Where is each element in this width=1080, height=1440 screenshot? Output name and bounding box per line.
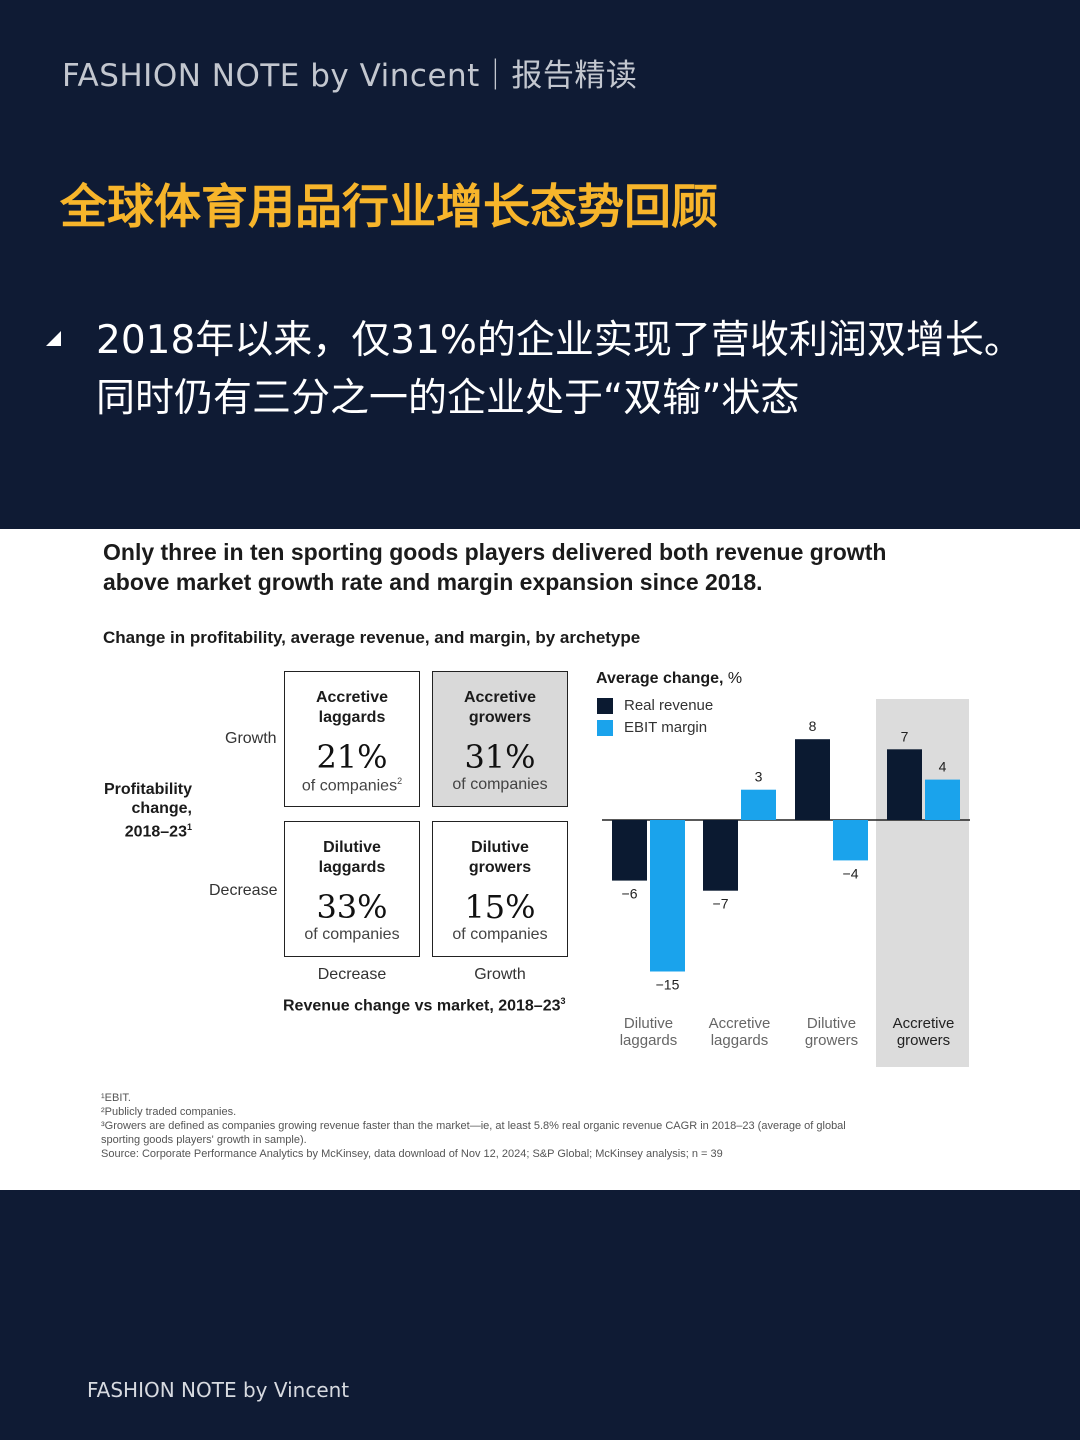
footnote-2: ²Publicly traded companies. [101,1106,237,1118]
quadrant-percent: 31% [464,738,536,776]
y-axis-title-line-2: change, [131,800,192,817]
data-label: 7 [901,728,909,744]
footnotes: ¹EBIT. ²Publicly traded companies. ³Grow… [101,1091,931,1161]
footnote-1: ¹EBIT. [101,1092,131,1104]
legend-title: Average change, % [596,670,742,688]
x-axis-title-text: Revenue change vs market, 2018–23 [283,997,561,1015]
y-axis-decrease-label: Decrease [209,882,278,899]
bar-ebit-margin-0 [650,820,685,972]
chart-subtitle: Change in profitability, average revenue… [103,628,641,647]
bar-real-revenue-1 [703,820,738,891]
quadrant-note: of companies [452,926,548,943]
data-label: 8 [809,718,817,734]
quadrant-percent: 33% [316,888,388,926]
x-axis-growth-label: Growth [474,966,526,983]
quadrant-name-line-1: Accretive [315,689,389,706]
quadrant-note: of companies2 [285,776,419,795]
quadrant-name-line-1: Dilutive [323,839,381,856]
category-label-line-1: Accretive [893,1015,955,1032]
legend-item-real-revenue: Real revenue [597,695,714,714]
x-axis-title-footnote-mark: 3 [560,996,566,1006]
data-label: −6 [622,886,638,902]
bar-chart: −6−787−153−44DilutivelaggardsAccretivela… [602,699,970,1067]
y-axis-title-years: 2018–23 [124,823,187,841]
bar-real-revenue-0 [612,820,647,881]
bullet-triangle-icon [46,331,61,346]
quadrant-name-line-2: growers [468,709,532,726]
y-axis-title-line-3: 2018–231 [100,818,192,841]
x-axis-title: Revenue change vs market, 2018–233 [283,996,566,1015]
category-label-line-1: Dilutive [624,1015,673,1032]
legend-swatch-ebit-margin [597,719,613,736]
bullet-line-1: 2018年以来，仅31%的企业实现了营收利润双增长。 [96,318,1023,363]
quadrant-name-line-1: Dilutive [471,839,529,856]
legend-item-ebit-margin: EBIT margin [597,717,708,736]
quadrant-dilutive-laggards: Dilutive laggards 33% of companies [284,821,420,957]
quadrant-name-line-2: laggards [318,709,386,726]
bar-ebit-margin-2 [833,820,868,861]
quadrant-note-text: of companies [301,777,398,795]
data-label: 4 [939,759,947,775]
quadrant-name-line-2: growers [468,859,532,876]
chart-headline-line-2: above market growth rate and margin expa… [103,569,763,595]
legend-label-real-revenue: Real revenue [624,697,714,714]
page-title: 全球体育用品行业增长态势回顾 [60,180,718,235]
header-brand: FASHION NOTE by Vincent｜报告精读 [62,58,638,94]
legend-swatch-real-revenue [597,697,613,714]
bullet-text: 2018年以来，仅31%的企业实现了营收利润双增长。 同时仍有三分之一的企业处于… [96,312,1056,428]
data-label: −4 [843,865,859,881]
data-label: −15 [656,977,680,993]
quadrant-name: Dilutive laggards [285,838,419,878]
quadrant-note-footnote-mark: 2 [397,776,403,786]
chart-headline-line-1: Only three in ten sporting goods players… [103,539,887,565]
y-axis-growth-label: Growth [225,730,277,747]
category-label-line-1: Accretive [709,1015,771,1032]
footnote-source: Source: Corporate Performance Analytics … [101,1148,723,1160]
legend-label-ebit-margin: EBIT margin [624,719,708,736]
quadrant-percent: 21% [316,738,388,776]
category-label-line-1: Dilutive [807,1015,856,1032]
category-label-line-2: growers [805,1032,858,1049]
chart-panel: Only three in ten sporting goods players… [0,529,1080,1190]
bar-real-revenue-2 [795,739,830,820]
bar-ebit-margin-3 [925,779,960,820]
quadrant-accretive-laggards: Accretive laggards 21% of companies2 [284,671,420,807]
x-axis-decrease-label: Decrease [317,966,387,983]
legend-title-unit: % [723,670,743,687]
y-axis-title-line-1: Profitability [103,781,192,798]
data-label: −7 [713,896,729,912]
footer-brand: FASHION NOTE by Vincent [87,1378,350,1402]
quadrant-percent: 15% [464,888,536,926]
category-label-line-2: laggards [620,1032,678,1049]
category-label-line-2: growers [897,1032,950,1049]
quadrant-note: of companies [304,926,400,943]
footnote-3-continued: sporting goods players' growth in sample… [101,1134,307,1146]
quadrant-note: of companies [452,776,548,793]
quadrant-dilutive-growers: Dilutive growers 15% of companies [432,821,568,957]
quadrant-accretive-growers: Accretive growers 31% of companies [432,671,568,807]
y-axis-title: Profitability change, 2018–231 [100,780,192,841]
y-axis-title-footnote-mark: 1 [186,822,192,832]
quadrant-name: Accretive laggards [285,688,419,728]
quadrant-name: Dilutive growers [433,838,567,878]
bar-real-revenue-3 [887,749,922,820]
quadrant-name-line-2: laggards [318,859,386,876]
footnote-3: ³Growers are defined as companies growin… [101,1120,846,1132]
chart-headline: Only three in ten sporting goods players… [103,537,983,597]
legend-title-bold: Average change, [596,670,724,687]
quadrant-name: Accretive growers [433,688,567,728]
quadrant-name-line-1: Accretive [463,689,537,706]
bar-ebit-margin-1 [741,789,776,820]
data-label: 3 [755,769,763,785]
category-label-line-2: laggards [711,1032,769,1049]
bullet-line-2: 同时仍有三分之一的企业处于“双输”状态 [96,376,800,421]
